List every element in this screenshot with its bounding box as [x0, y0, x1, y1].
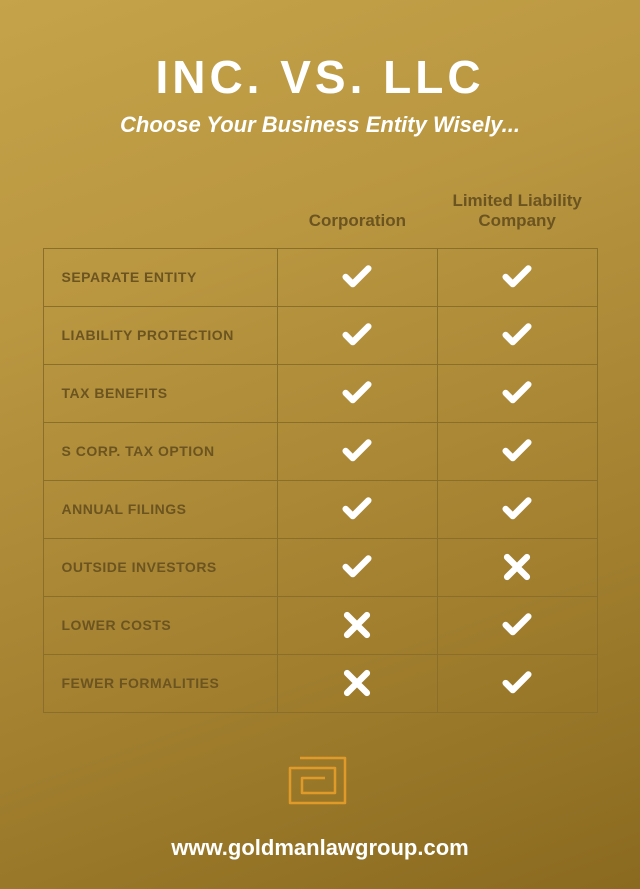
footer-url: www.goldmanlawgroup.com — [0, 835, 640, 861]
check-icon — [278, 248, 438, 306]
table-row: S CORP. TAX OPTION — [43, 422, 597, 480]
page-title: INC. VS. LLC — [155, 50, 484, 104]
check-icon — [437, 596, 597, 654]
cross-icon — [278, 596, 438, 654]
column-header-corp: Corporation — [282, 211, 434, 231]
table-row: LIABILITY PROTECTION — [43, 306, 597, 364]
comparison-table: Corporation Limited LiabilityCompany SEP… — [43, 183, 598, 713]
cross-icon — [278, 654, 438, 712]
cross-icon — [437, 538, 597, 596]
table-row: SEPARATE ENTITY — [43, 248, 597, 306]
check-icon — [278, 422, 438, 480]
row-label: TAX BENEFITS — [43, 364, 278, 422]
page-subtitle: Choose Your Business Entity Wisely... — [120, 112, 520, 138]
check-icon — [278, 480, 438, 538]
table-row: FEWER FORMALITIES — [43, 654, 597, 712]
check-icon — [437, 306, 597, 364]
check-icon — [437, 422, 597, 480]
row-label: FEWER FORMALITIES — [43, 654, 278, 712]
column-header-llc: Limited LiabilityCompany — [441, 191, 593, 232]
table-row: TAX BENEFITS — [43, 364, 597, 422]
table-header-row: Corporation Limited LiabilityCompany — [43, 183, 597, 248]
check-icon — [437, 248, 597, 306]
row-label: ANNUAL FILINGS — [43, 480, 278, 538]
row-label: S CORP. TAX OPTION — [43, 422, 278, 480]
row-label: LIABILITY PROTECTION — [43, 306, 278, 364]
check-icon — [278, 364, 438, 422]
row-label: SEPARATE ENTITY — [43, 248, 278, 306]
check-icon — [437, 654, 597, 712]
row-label: OUTSIDE INVESTORS — [43, 538, 278, 596]
check-icon — [437, 480, 597, 538]
check-icon — [278, 538, 438, 596]
table-row: LOWER COSTS — [43, 596, 597, 654]
check-icon — [278, 306, 438, 364]
table-row: OUTSIDE INVESTORS — [43, 538, 597, 596]
check-icon — [437, 364, 597, 422]
row-label: LOWER COSTS — [43, 596, 278, 654]
table-row: ANNUAL FILINGS — [43, 480, 597, 538]
brand-logo — [280, 748, 360, 818]
